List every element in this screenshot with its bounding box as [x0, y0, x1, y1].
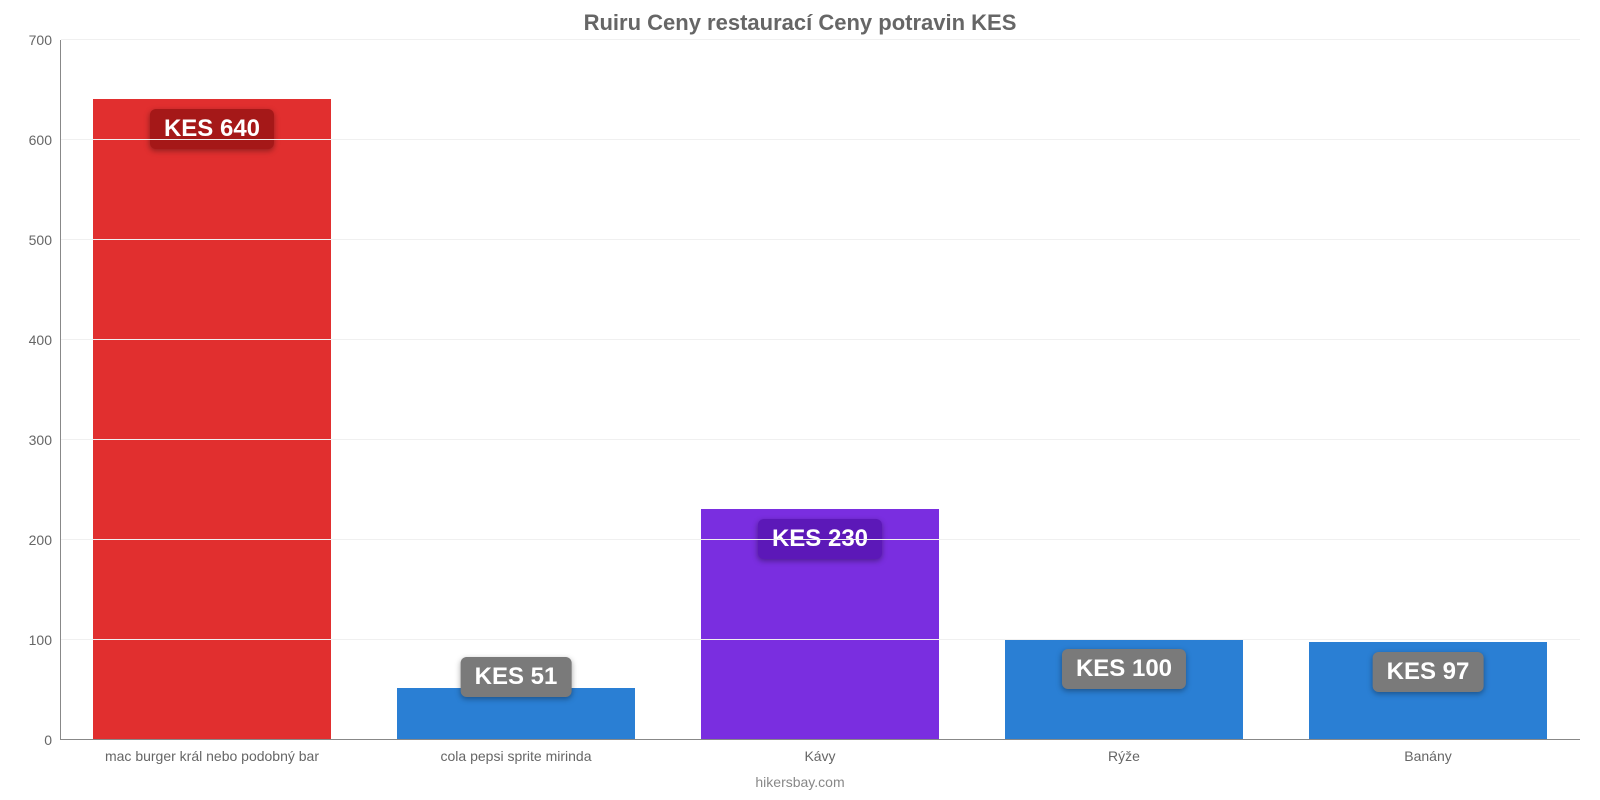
y-tick-label: 400	[29, 332, 52, 348]
gridline	[61, 439, 1580, 440]
gridline	[61, 139, 1580, 140]
x-tick-label: mac burger král nebo podobný bar	[60, 748, 364, 764]
y-tick-label: 100	[29, 632, 52, 648]
price-bar-chart: Ruiru Ceny restaurací Ceny potravin KES …	[0, 0, 1600, 800]
x-tick-label: Kávy	[668, 748, 972, 764]
gridline	[61, 639, 1580, 640]
bar-slot: KES 51cola pepsi sprite mirinda	[364, 40, 668, 740]
value-badge: KES 100	[1062, 649, 1186, 689]
bar-slot: KES 100Rýže	[972, 40, 1276, 740]
bar-slot: KES 97Banány	[1276, 40, 1580, 740]
value-badge: KES 97	[1373, 652, 1484, 692]
gridline	[61, 539, 1580, 540]
chart-title: Ruiru Ceny restaurací Ceny potravin KES	[0, 10, 1600, 36]
y-tick-label: 700	[29, 32, 52, 48]
bar: KES 230	[701, 509, 938, 739]
chart-source-footer: hikersbay.com	[0, 774, 1600, 790]
bars-container: KES 640mac burger král nebo podobný barK…	[60, 40, 1580, 740]
y-tick-label: 500	[29, 232, 52, 248]
bar: KES 100	[1005, 639, 1242, 739]
bar: KES 51	[397, 688, 634, 739]
plot-area: KES 640mac burger král nebo podobný barK…	[60, 40, 1580, 740]
bar-slot: KES 640mac burger král nebo podobný bar	[60, 40, 364, 740]
y-tick-label: 300	[29, 432, 52, 448]
value-badge: KES 51	[461, 657, 572, 697]
y-tick-label: 200	[29, 532, 52, 548]
x-tick-label: Banány	[1276, 748, 1580, 764]
y-tick-label: 0	[44, 732, 52, 748]
gridline	[61, 339, 1580, 340]
gridline	[61, 39, 1580, 40]
gridline	[61, 239, 1580, 240]
x-tick-label: cola pepsi sprite mirinda	[364, 748, 668, 764]
y-tick-label: 600	[29, 132, 52, 148]
bar-slot: KES 230Kávy	[668, 40, 972, 740]
value-badge: KES 640	[150, 109, 274, 149]
bar: KES 97	[1309, 642, 1546, 739]
bar: KES 640	[93, 99, 330, 739]
x-tick-label: Rýže	[972, 748, 1276, 764]
